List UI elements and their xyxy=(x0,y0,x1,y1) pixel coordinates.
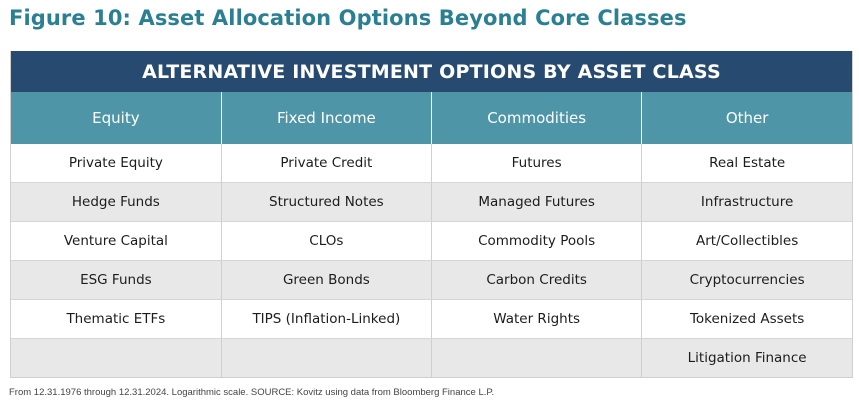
table-cell: Commodity Pools xyxy=(430,221,642,261)
table-cell: Water Rights xyxy=(430,299,642,339)
source-footnote: From 12.31.1976 through 12.31.2024. Loga… xyxy=(9,387,495,398)
table-row: Venture Capital CLOs Commodity Pools Art… xyxy=(11,221,852,261)
table-cell xyxy=(11,338,222,378)
table-row: Thematic ETFs TIPS (Inflation-Linked) Wa… xyxy=(11,299,852,339)
allocation-table-container: ALTERNATIVE INVESTMENT OPTIONS BY ASSET … xyxy=(10,51,853,378)
column-header-fixed-income: Fixed Income xyxy=(220,92,432,144)
table-cell: ESG Funds xyxy=(11,260,222,300)
allocation-table: Equity Fixed Income Commodities Other Pr… xyxy=(11,92,852,378)
table-cell: Green Bonds xyxy=(220,260,432,300)
table-cell: Thematic ETFs xyxy=(11,299,222,339)
table-header-row: Equity Fixed Income Commodities Other xyxy=(11,92,852,144)
table-cell xyxy=(220,338,432,378)
table-row: Hedge Funds Structured Notes Managed Fut… xyxy=(11,182,852,222)
table-cell: Futures xyxy=(430,144,642,183)
table-cell: Private Equity xyxy=(11,144,222,183)
column-header-other: Other xyxy=(641,92,852,144)
column-header-commodities: Commodities xyxy=(430,92,642,144)
table-cell: Hedge Funds xyxy=(11,182,222,222)
table-cell xyxy=(430,338,642,378)
column-header-equity: Equity xyxy=(11,92,222,144)
table-cell: Cryptocurrencies xyxy=(641,260,852,300)
table-cell: Venture Capital xyxy=(11,221,222,261)
table-cell: Art/Collectibles xyxy=(641,221,852,261)
table-cell: Structured Notes xyxy=(220,182,432,222)
table-cell: CLOs xyxy=(220,221,432,261)
table-cell: Infrastructure xyxy=(641,182,852,222)
table-cell: Litigation Finance xyxy=(641,338,852,378)
figure-title: Figure 10: Asset Allocation Options Beyo… xyxy=(9,6,687,30)
table-cell: Private Credit xyxy=(220,144,432,183)
table-cell: Real Estate xyxy=(641,144,852,183)
table-row: Private Equity Private Credit Futures Re… xyxy=(11,144,852,183)
table-row: Litigation Finance xyxy=(11,338,852,378)
table-banner: ALTERNATIVE INVESTMENT OPTIONS BY ASSET … xyxy=(11,51,852,92)
table-cell: Managed Futures xyxy=(430,182,642,222)
table-cell: TIPS (Inflation-Linked) xyxy=(220,299,432,339)
table-cell: Tokenized Assets xyxy=(641,299,852,339)
table-cell: Carbon Credits xyxy=(430,260,642,300)
table-row: ESG Funds Green Bonds Carbon Credits Cry… xyxy=(11,260,852,300)
